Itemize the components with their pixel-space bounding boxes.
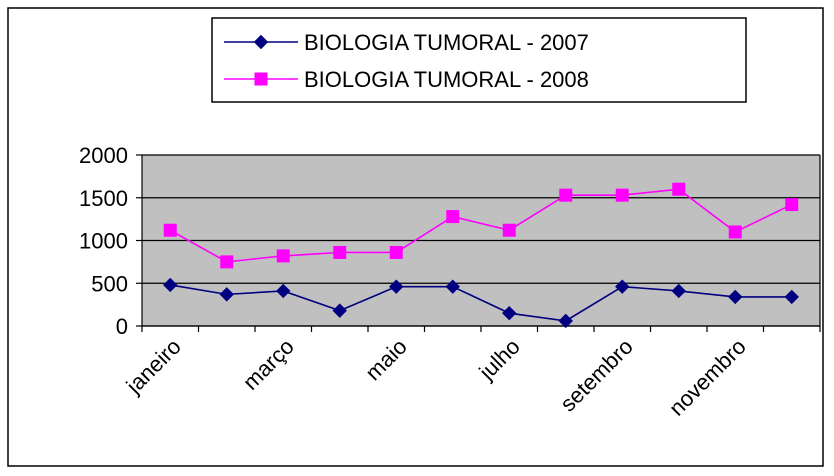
data-point-square	[615, 188, 629, 202]
data-point-square	[333, 245, 347, 259]
y-tick-label: 2000	[79, 143, 128, 168]
data-point-square	[389, 245, 403, 259]
data-point-square	[163, 223, 177, 237]
legend-label: BIOLOGIA TUMORAL - 2007	[304, 30, 589, 55]
data-point-diamond	[253, 34, 269, 50]
data-point-square	[559, 188, 573, 202]
data-point-diamond	[558, 313, 573, 329]
grid-lines	[142, 154, 820, 327]
data-point-diamond	[445, 279, 460, 294]
series-line	[170, 284, 792, 322]
y-tick-label: 1000	[79, 229, 128, 254]
legend: BIOLOGIA TUMORAL - 2007 BIOLOGIA TUMORAL …	[211, 17, 747, 103]
data-point-diamond	[728, 289, 743, 305]
data-point-diamond	[615, 279, 630, 294]
y-tick-label: 1500	[79, 186, 128, 211]
data-point-square	[672, 182, 686, 196]
data-point-square	[220, 255, 234, 269]
data-point-diamond	[784, 289, 799, 305]
data-point-square	[502, 223, 516, 237]
data-point-square	[276, 249, 290, 263]
legend-label: BIOLOGIA TUMORAL - 2008	[304, 67, 589, 92]
data-point-diamond	[671, 283, 686, 299]
y-tick-label: 500	[91, 271, 128, 296]
series-group	[163, 182, 799, 329]
data-point-diamond	[219, 287, 234, 302]
series-1	[163, 277, 799, 329]
data-point-diamond	[502, 305, 517, 321]
data-point-diamond	[163, 277, 178, 293]
y-tick-label: 0	[116, 314, 128, 339]
series-line	[169, 188, 793, 263]
data-point-square	[446, 210, 460, 224]
data-point-square	[254, 72, 268, 86]
data-point-diamond	[276, 283, 291, 299]
series-2	[163, 182, 799, 269]
data-point-diamond	[389, 279, 404, 294]
data-point-diamond	[332, 303, 347, 318]
legend-box	[211, 17, 747, 103]
data-point-square	[728, 225, 742, 239]
data-point-square	[785, 198, 799, 212]
